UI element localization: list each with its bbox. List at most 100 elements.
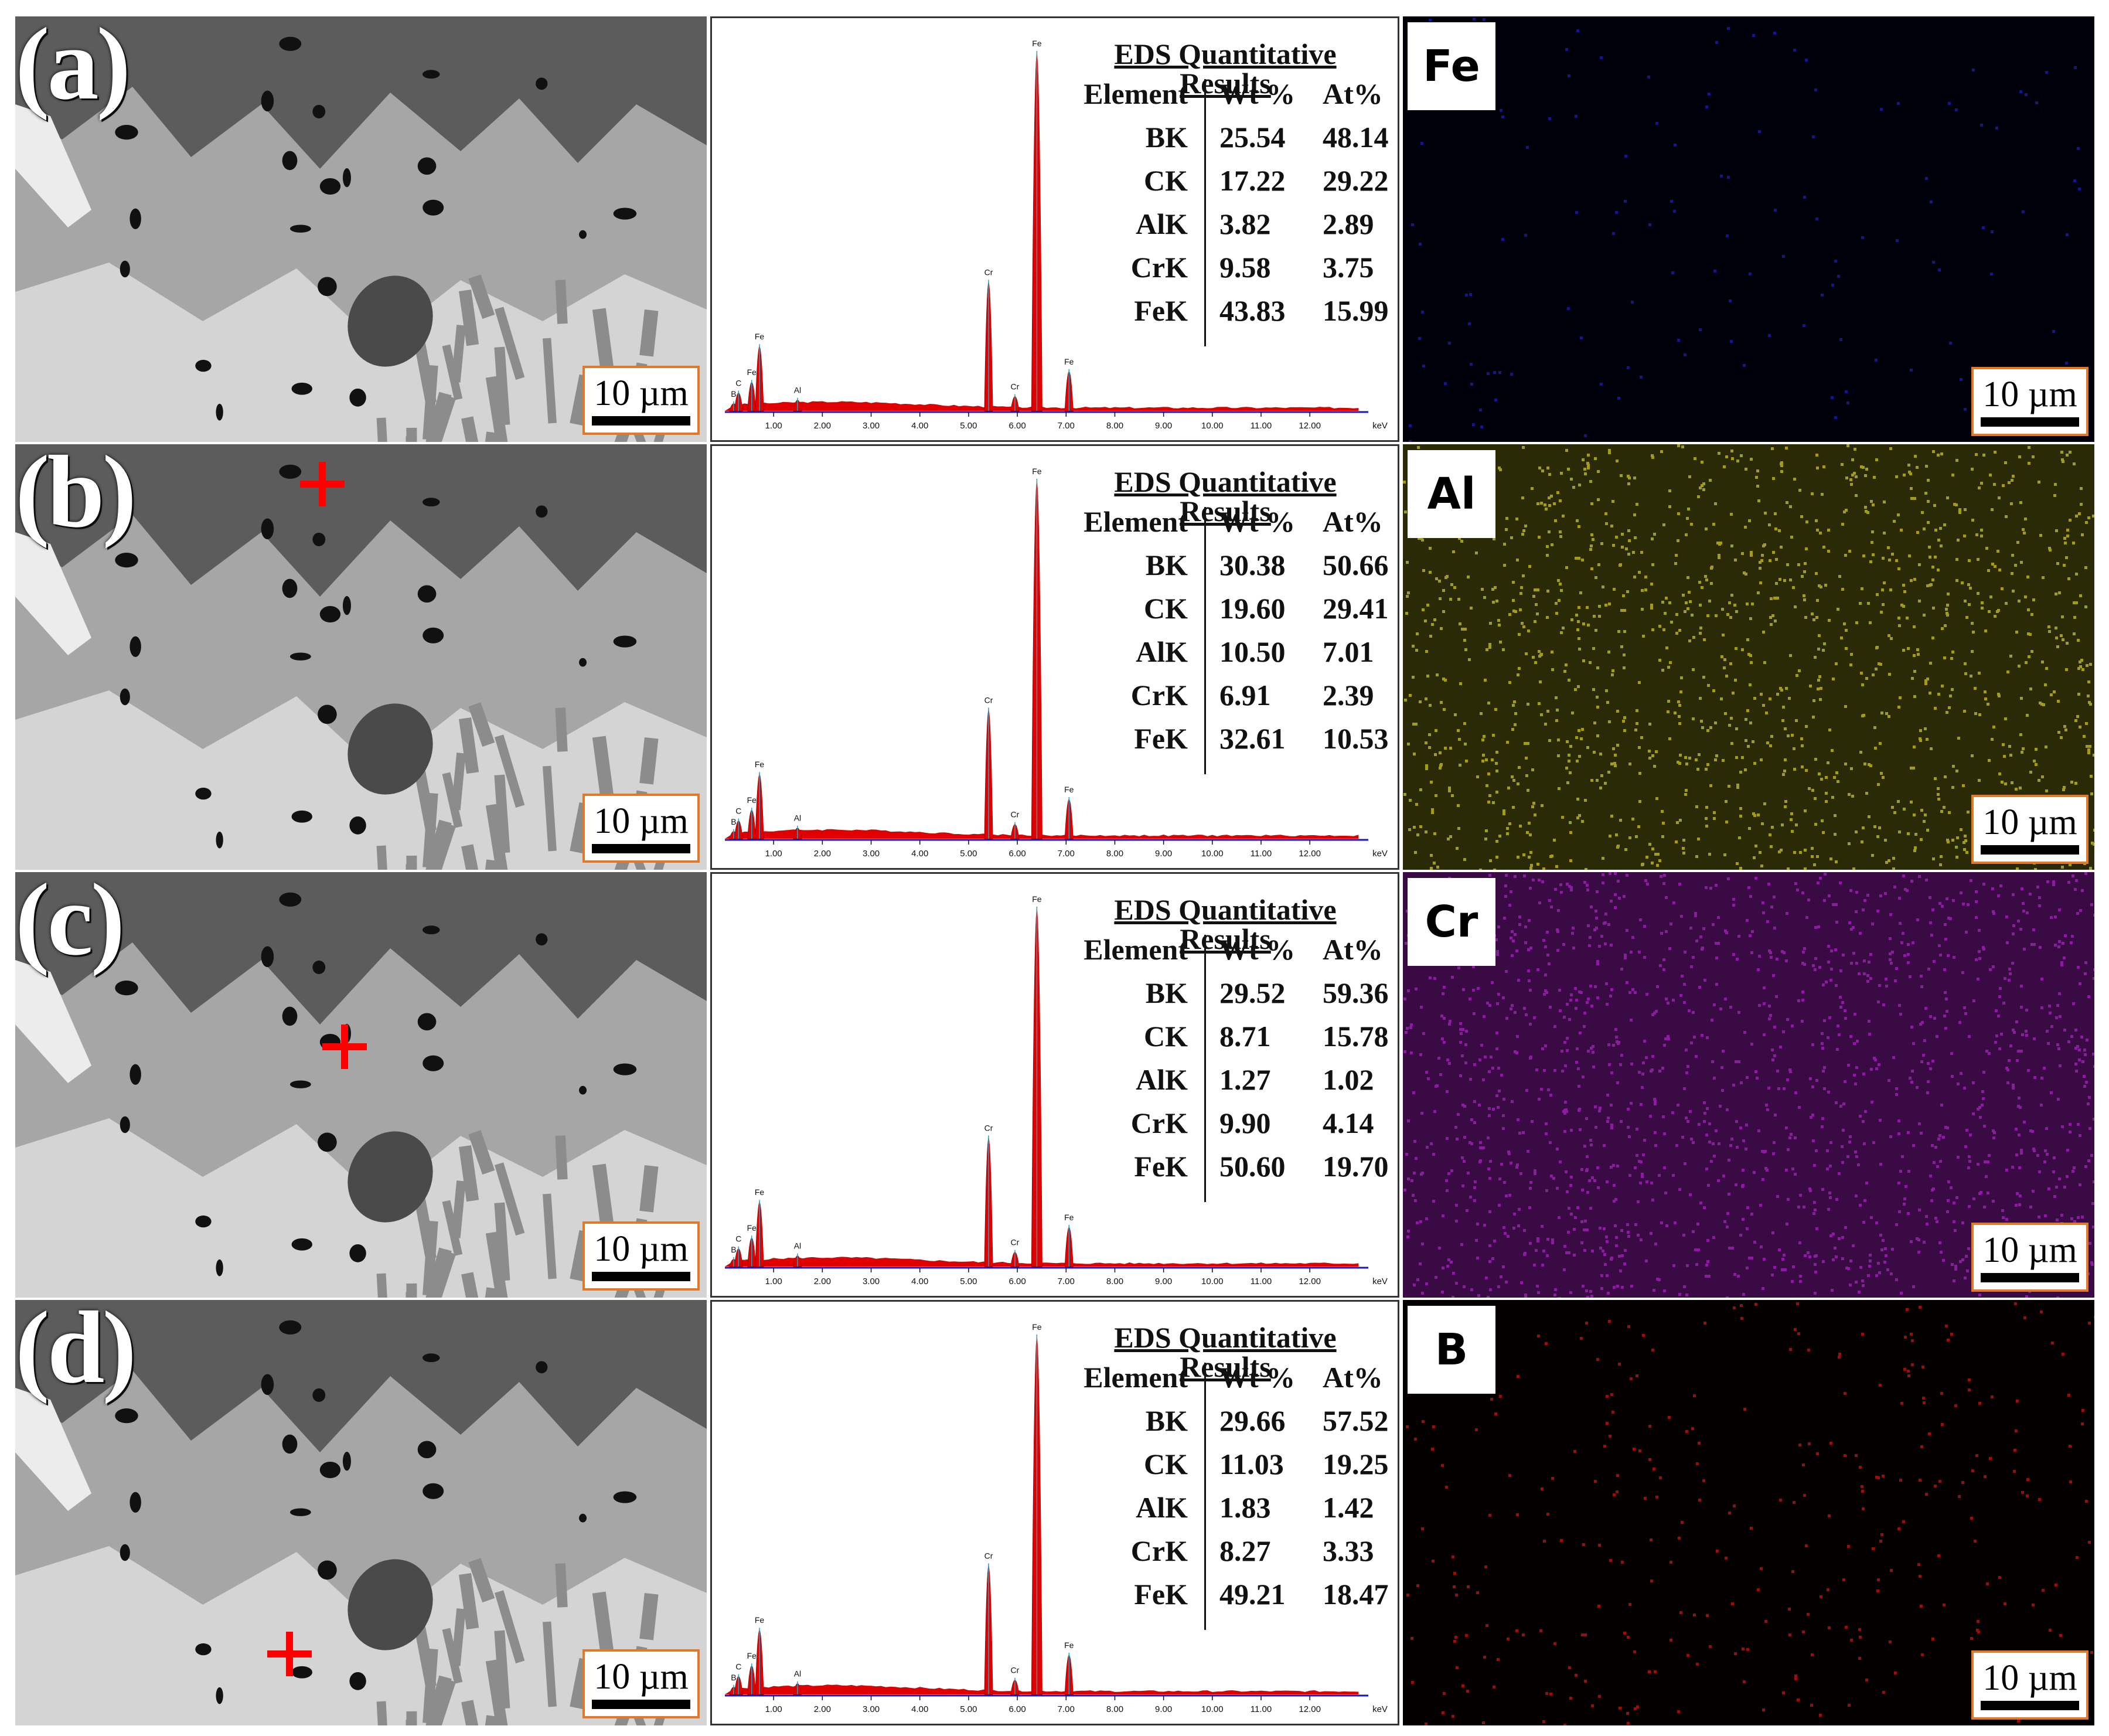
table-header-at: At%: [1323, 933, 1383, 966]
analysis-point-cross: [322, 1024, 367, 1069]
scale-bar-label: 10 µm: [594, 373, 689, 413]
x-tick-label: 11.00: [1251, 1277, 1272, 1286]
x-tick-label: 6.00: [1008, 849, 1025, 859]
x-tick-label: 5.00: [960, 421, 977, 431]
peak-label: Cr: [1011, 1238, 1020, 1247]
peak-label: Cr: [1011, 810, 1020, 819]
eds-table-title: EDS Quantitative Results: [1114, 38, 1337, 100]
table-divider: [1204, 507, 1206, 774]
table-cell-element: FeK: [1134, 722, 1188, 755]
x-tick-label: 6.00: [1008, 421, 1025, 431]
map-signal: [1403, 444, 2094, 870]
x-tick-label: 5.00: [960, 849, 977, 859]
table-header-at: At%: [1323, 505, 1383, 538]
table-cell-wt: 10.50: [1219, 635, 1286, 668]
scale-bar: 10 µm: [1971, 795, 2088, 864]
sem-micrograph: (b) 10 µm: [15, 444, 707, 870]
elemental-map-cr: Cr 10 µm: [1403, 872, 2094, 1298]
x-tick-label: 9.00: [1155, 1277, 1172, 1286]
scale-bar-line: [592, 844, 690, 853]
table-cell-element: AlK: [1136, 207, 1188, 240]
spectrum-background: [725, 1257, 1359, 1267]
x-tick-label: 7.00: [1058, 1277, 1075, 1286]
x-tick-label: 6.00: [1008, 1277, 1025, 1286]
sem-texture: [15, 1300, 707, 1725]
elemental-map-al: Al 10 µm: [1403, 444, 2094, 870]
table-cell-wt: 8.27: [1219, 1534, 1271, 1567]
peak-label: Fe: [1064, 785, 1074, 794]
table-cell-wt: 17.22: [1219, 164, 1286, 197]
sem-texture: [15, 16, 707, 442]
peak-label: Fe: [755, 332, 765, 341]
table-cell-at: 57.52: [1323, 1404, 1389, 1437]
table-cell-element: CrK: [1130, 1534, 1188, 1567]
table-cell-at: 4.14: [1323, 1107, 1374, 1139]
analysis-point-cross: [300, 462, 345, 506]
table-cell-at: 7.01: [1323, 635, 1374, 668]
eds-spectrum: B C Fe Fe Al Cr Cr Fe Fe 1.00 2.00 3.00 4.00 5.00 6.00…: [710, 872, 1399, 1298]
x-tick-label: 5.00: [960, 1704, 977, 1714]
table-cell-wt: 6.91: [1219, 679, 1271, 712]
table-cell-at: 29.41: [1323, 592, 1389, 625]
table-header-wt: Wt %: [1219, 933, 1296, 966]
analysis-point-cross: [267, 1632, 312, 1676]
table-cell-wt: 25.54: [1219, 121, 1286, 154]
x-tick-label: 4.00: [911, 1704, 928, 1714]
table-cell-element: CrK: [1130, 1107, 1188, 1139]
peak-label: Fe: [755, 760, 765, 769]
sem-micrograph: (d) 10 µm: [15, 1300, 707, 1725]
table-cell-element: FeK: [1134, 1150, 1188, 1183]
table-header-element: Element: [1084, 933, 1188, 966]
table-cell-wt: 43.83: [1219, 294, 1286, 327]
table-cell-wt: 8.71: [1219, 1020, 1271, 1053]
panel-label: (b): [15, 444, 137, 549]
peak-label: Fe: [1064, 357, 1074, 366]
table-cell-at: 29.22: [1323, 164, 1389, 197]
scale-bar-line: [1981, 417, 2079, 427]
figure-row-c: (c) 10 µm B C Fe Fe Al Cr Cr Fe Fe 1.00 2.00 3.00 4.00…: [0, 872, 2109, 1299]
x-tick-label: 11.00: [1251, 849, 1272, 859]
peak-label: Al: [794, 386, 801, 395]
peak-label: Fe: [747, 1223, 757, 1233]
eds-table-title: EDS Quantitative Results: [1114, 893, 1337, 955]
x-axis-unit: keV: [1372, 1277, 1388, 1286]
peak-label: C: [735, 1662, 741, 1672]
table-cell-element: AlK: [1136, 1063, 1188, 1096]
table-cell-at: 15.78: [1323, 1020, 1389, 1053]
x-tick-label: 12.00: [1299, 1277, 1321, 1286]
table-cell-wt: 29.66: [1219, 1404, 1286, 1437]
x-tick-label: 9.00: [1155, 1704, 1172, 1714]
spectrum-background: [725, 401, 1359, 411]
table-cell-wt: 32.61: [1219, 722, 1286, 755]
peak-label: Fe: [1064, 1640, 1074, 1650]
eds-spectrum: B C Fe Fe Al Cr Cr Fe Fe 1.00 2.00 3.00 4.00 5.00 6.00…: [710, 16, 1399, 442]
table-cell-element: CK: [1144, 1020, 1188, 1053]
table-cell-element: CK: [1144, 164, 1188, 197]
x-tick-label: 3.00: [863, 1704, 880, 1714]
scale-bar-label: 10 µm: [1982, 1658, 2077, 1698]
scale-bar-line: [1981, 845, 2079, 855]
table-cell-wt: 3.82: [1219, 207, 1271, 240]
table-header-at: At%: [1323, 1361, 1383, 1394]
figure-row-b: (b) 10 µm B C Fe Fe Al Cr Cr Fe Fe 1.00 2.00 3.00 4.00…: [0, 444, 2109, 871]
figure-row-a: (a) 10 µm B C Fe Fe Al Cr Cr Fe Fe 1.00 2.00 3.00 4.00…: [0, 16, 2109, 443]
table-cell-at: 1.02: [1323, 1063, 1374, 1096]
table-cell-element: FeK: [1134, 1578, 1188, 1611]
scale-bar: 10 µm: [1971, 1223, 2088, 1292]
table-cell-element: CrK: [1130, 679, 1188, 712]
scale-bar-line: [592, 1272, 690, 1281]
scale-bar-line: [592, 1700, 690, 1709]
table-header-wt: Wt %: [1219, 1361, 1296, 1394]
x-tick-label: 8.00: [1106, 849, 1123, 859]
table-cell-element: BK: [1145, 1404, 1188, 1437]
scale-bar-label: 10 µm: [594, 1657, 689, 1697]
table-header-element: Element: [1084, 505, 1188, 538]
table-cell-wt: 29.52: [1219, 976, 1286, 1009]
x-tick-label: 8.00: [1106, 1704, 1123, 1714]
spectrum-plot: BC Fe Fe Al Cr Cr Fe Fe 1.00 2.00 3.00 4.00 5.00 6.00…: [725, 894, 1388, 1286]
x-tick-label: 10.00: [1201, 1277, 1224, 1286]
x-axis-unit: keV: [1372, 849, 1388, 859]
x-tick-label: 7.00: [1058, 1704, 1075, 1714]
peak-label: Al: [794, 813, 801, 823]
panel-label: (d): [15, 1300, 137, 1405]
